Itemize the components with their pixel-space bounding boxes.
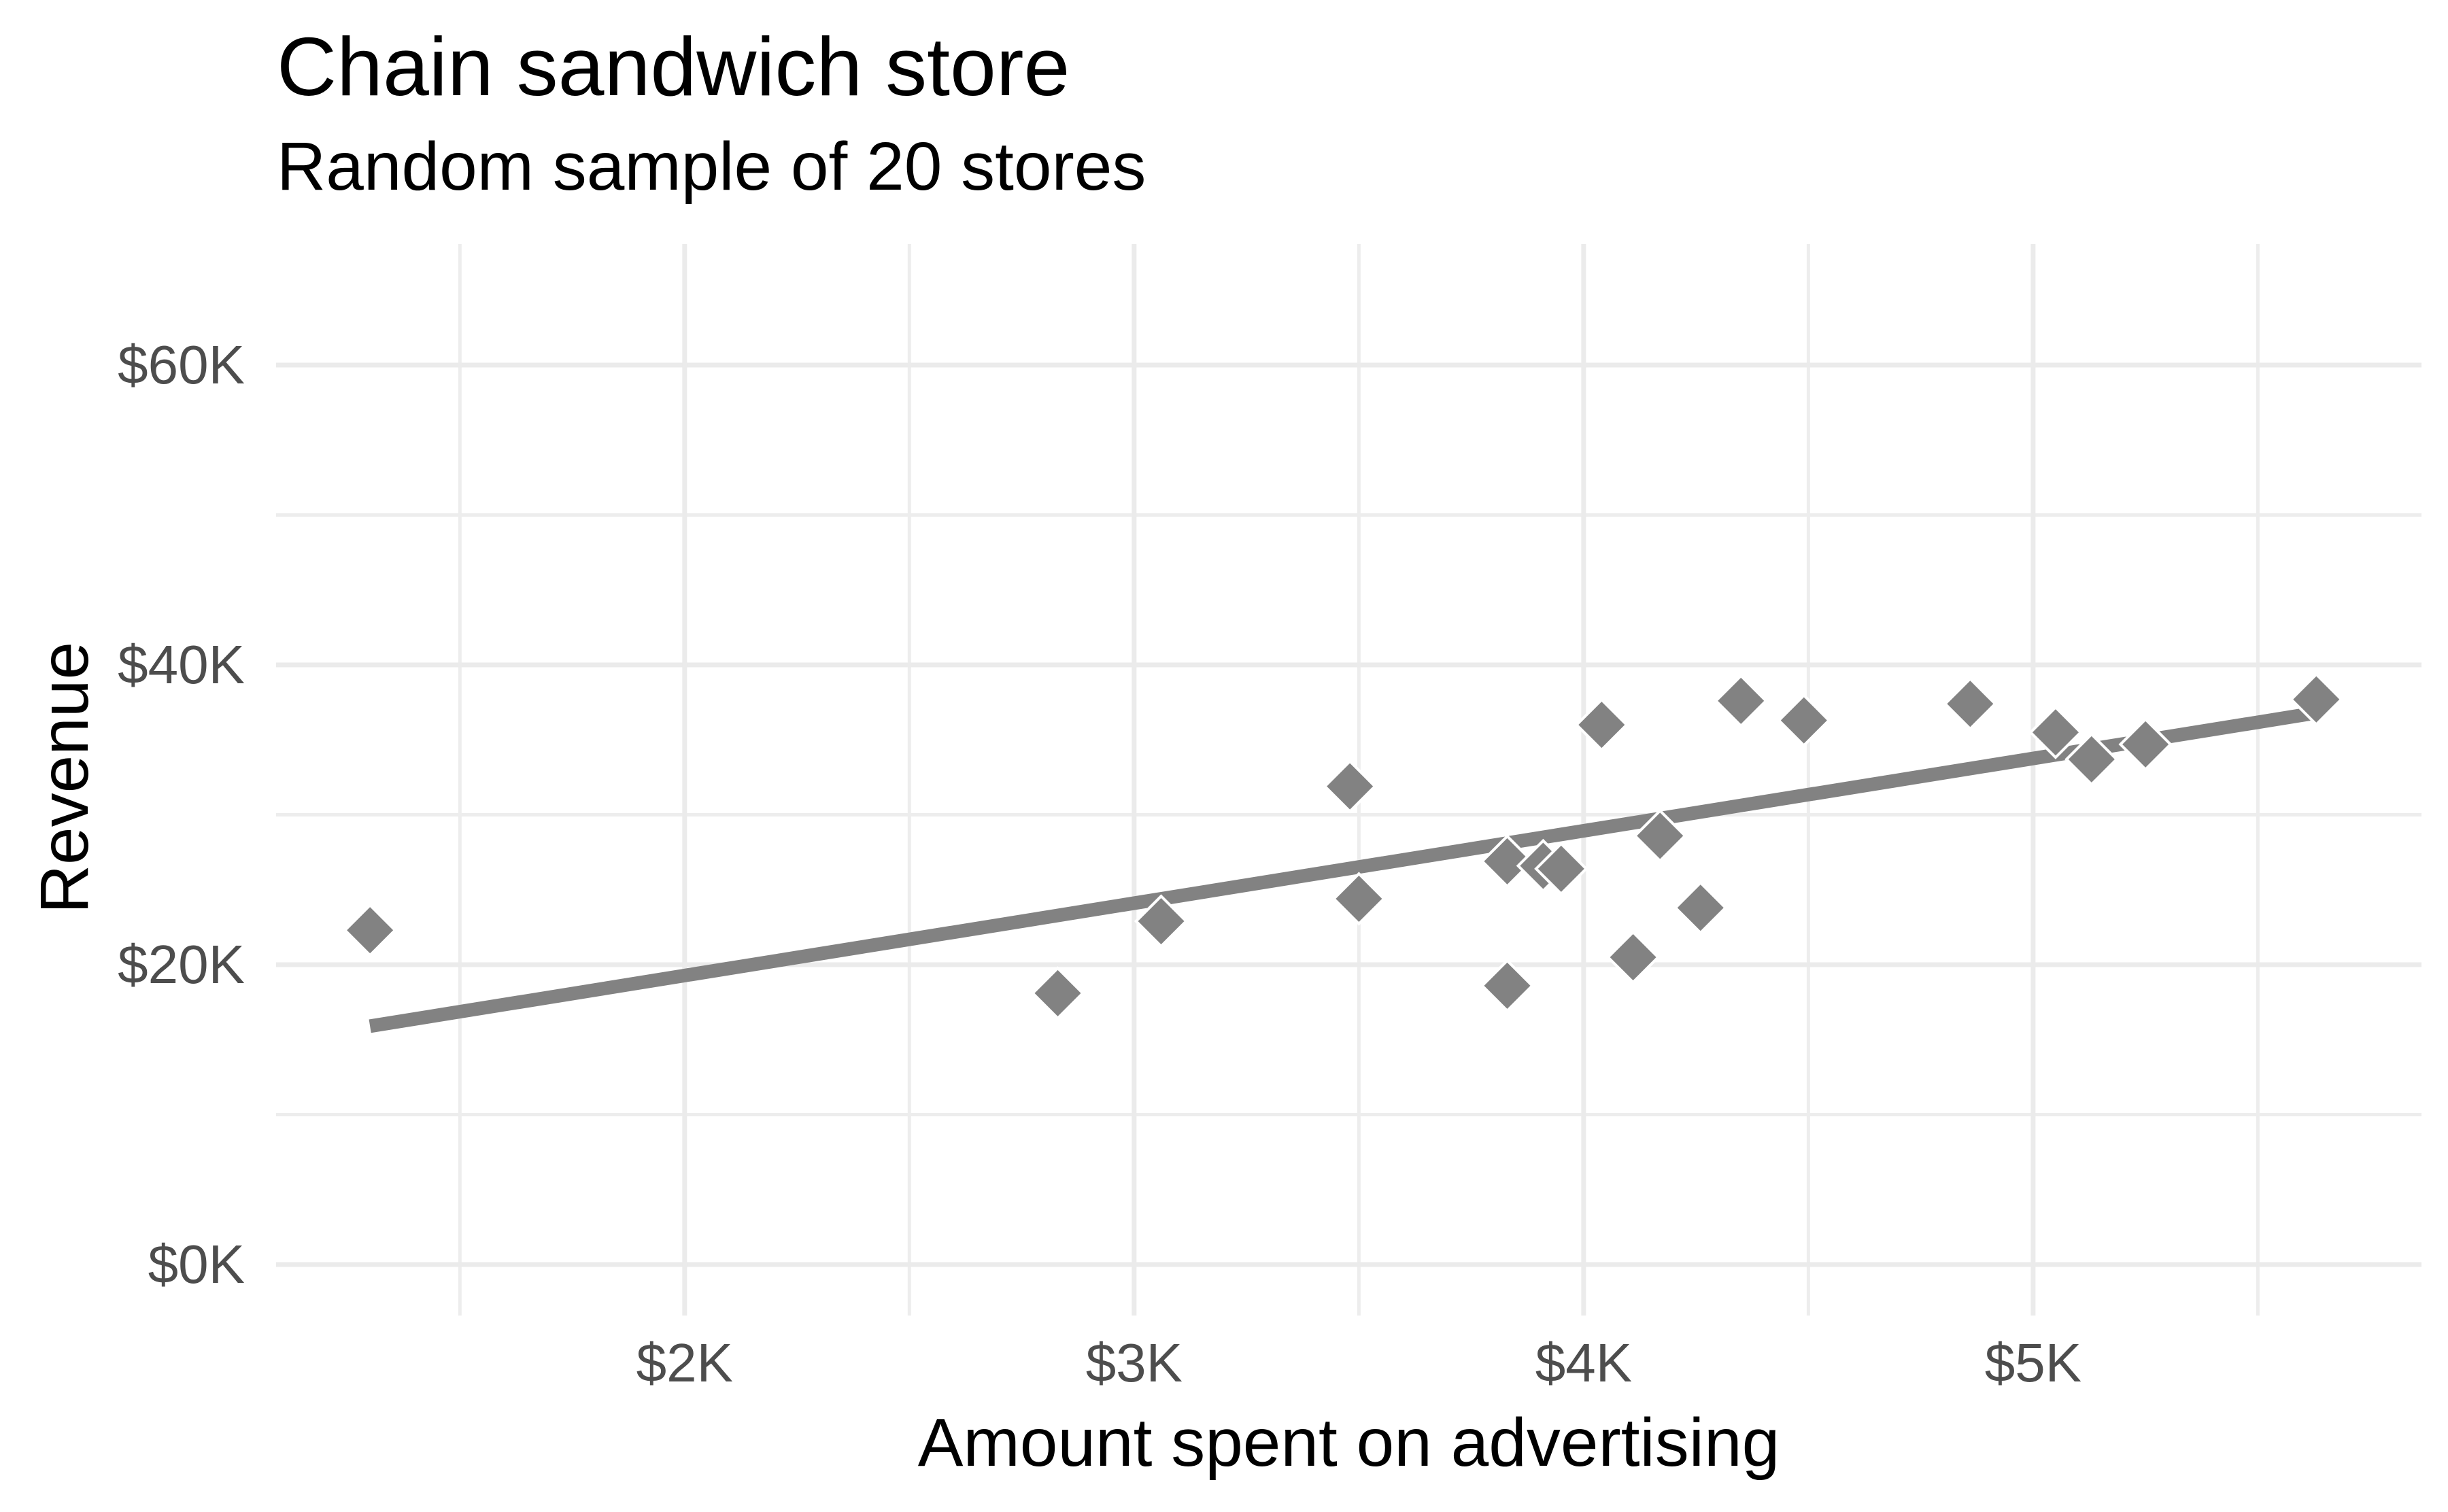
- data-point-diamond: [1480, 959, 1535, 1013]
- gridlines-major: [276, 244, 2421, 1316]
- data-point-diamond: [1714, 674, 1768, 728]
- data-point-diamond: [1633, 808, 1687, 863]
- data-point-diamond: [1030, 966, 1085, 1020]
- data-point-diamond: [2118, 717, 2173, 772]
- data-point-diamond: [1673, 880, 1728, 935]
- plot-title: Chain sandwich store: [277, 20, 1070, 113]
- x-tick-label: $3K: [1085, 1333, 1183, 1393]
- data-point-diamond: [2064, 732, 2119, 787]
- data-point-diamond: [1323, 759, 1377, 814]
- y-tick-label: $60K: [118, 334, 245, 395]
- x-tick-label: $5K: [1984, 1333, 2082, 1393]
- data-point-diamond: [1943, 676, 1998, 731]
- x-tick-label: $2K: [636, 1333, 734, 1393]
- x-tick-label: $4K: [1535, 1333, 1633, 1393]
- plot-subtitle: Random sample of 20 stores: [277, 128, 1146, 205]
- data-point-diamond: [1777, 693, 1831, 748]
- data-point-diamond: [1574, 698, 1629, 752]
- trend-line: [369, 706, 2317, 1033]
- data-series: [343, 672, 2343, 1033]
- data-point-diamond: [2028, 705, 2083, 759]
- y-tick-label: $40K: [118, 634, 245, 695]
- data-point-diamond: [2289, 672, 2343, 727]
- x-axis-title: Amount spent on advertising: [917, 1405, 1780, 1481]
- y-tick-label: $0K: [148, 1234, 245, 1295]
- data-point-diamond: [343, 903, 397, 957]
- data-point-diamond: [1534, 842, 1588, 896]
- data-point-diamond: [1480, 834, 1535, 889]
- data-point-diamond: [1331, 872, 1387, 926]
- data-point-diamond: [1134, 894, 1189, 948]
- y-tick-label: $20K: [118, 934, 245, 995]
- data-point-diamond: [1605, 930, 1661, 984]
